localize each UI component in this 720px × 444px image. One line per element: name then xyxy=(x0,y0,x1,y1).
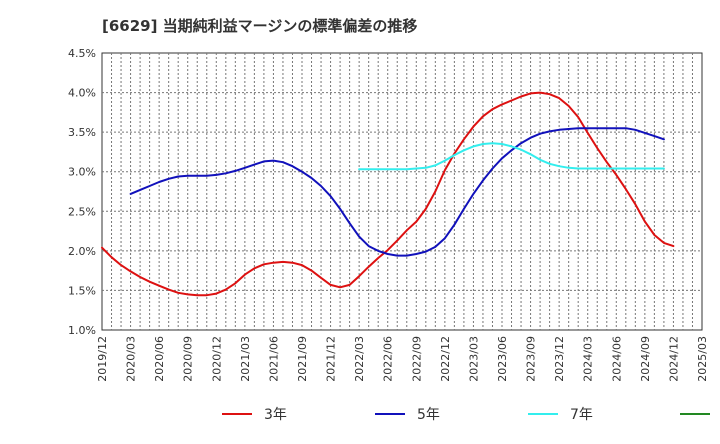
series-line-7年 xyxy=(358,142,665,171)
y-tick-label: 1.0% xyxy=(68,324,96,337)
x-tick-label: 2022/12 xyxy=(439,336,452,382)
y-tick-label: 1.5% xyxy=(68,284,96,297)
x-tick-label: 2020/12 xyxy=(210,336,223,382)
plot-area xyxy=(101,52,703,331)
x-axis: 2019/12 2020/03 2020/06 2020/09 2020/12 2021/… xyxy=(96,336,709,382)
legend-label: 5年 xyxy=(417,407,440,423)
y-tick-label: 3.0% xyxy=(68,166,96,179)
series-line-3年 xyxy=(101,91,675,297)
y-tick-label: 4.5% xyxy=(68,47,96,60)
x-tick-label: 2024/03 xyxy=(582,336,595,382)
x-tick-label: 2024/09 xyxy=(639,336,652,382)
x-tick-label: 2021/09 xyxy=(296,336,309,382)
legend-label: 3年 xyxy=(264,407,287,423)
y-tick-label: 3.5% xyxy=(68,126,96,139)
legend: 3年5年7年10年 xyxy=(222,407,710,423)
x-tick-label: 2023/06 xyxy=(496,336,509,382)
y-tick-label: 2.5% xyxy=(68,205,96,218)
x-tick-label: 2020/06 xyxy=(153,336,166,382)
series-line-5年 xyxy=(129,127,665,257)
x-tick-label: 2025/03 xyxy=(696,336,709,382)
x-tick-label: 2024/12 xyxy=(667,336,680,382)
x-tick-label: 2022/03 xyxy=(353,336,366,382)
grid xyxy=(102,53,702,330)
chart-title: [6629] 当期純利益マージンの標準偏差の推移 xyxy=(102,17,417,35)
legend-label: 7年 xyxy=(570,407,593,423)
y-tick-label: 2.0% xyxy=(68,245,96,258)
y-tick-label: 4.0% xyxy=(68,87,96,100)
x-tick-label: 2024/06 xyxy=(610,336,623,382)
x-tick-label: 2020/09 xyxy=(182,336,195,382)
x-tick-label: 2023/03 xyxy=(467,336,480,382)
x-tick-label: 2019/12 xyxy=(96,336,109,382)
x-tick-label: 2021/03 xyxy=(239,336,252,382)
x-tick-label: 2021/06 xyxy=(267,336,280,382)
x-tick-label: 2020/03 xyxy=(125,336,138,382)
x-tick-label: 2021/12 xyxy=(325,336,338,382)
x-tick-label: 2023/09 xyxy=(525,336,538,382)
x-tick-label: 2022/09 xyxy=(410,336,423,382)
series-lines xyxy=(101,91,675,297)
y-axis: 1.0% 1.5% 2.0% 2.5% 3.0% 3.5% 4.0% 4.5% xyxy=(68,47,96,337)
x-tick-label: 2022/06 xyxy=(382,336,395,382)
x-tick-label: 2023/12 xyxy=(553,336,566,382)
